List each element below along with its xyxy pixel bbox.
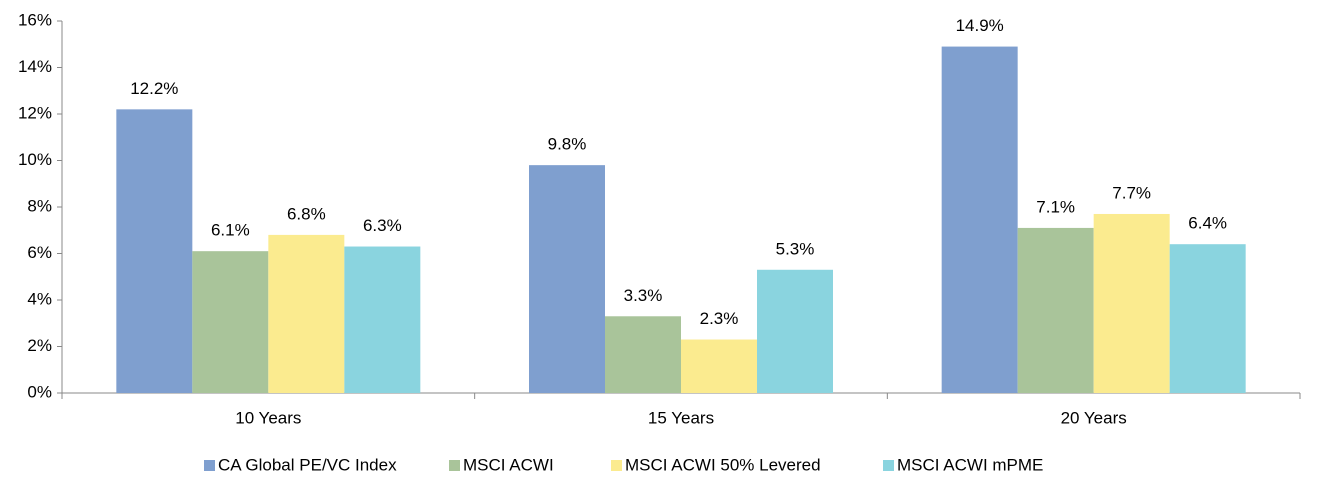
value-label: 6.1% (211, 221, 250, 240)
legend-swatch (883, 460, 894, 471)
bar (344, 246, 421, 393)
value-label: 5.3% (776, 239, 815, 258)
value-label: 7.7% (1112, 183, 1151, 202)
y-tick-label: 8% (27, 196, 52, 215)
legend-label: MSCI ACWI mPME (897, 455, 1043, 474)
value-label: 6.8% (287, 204, 326, 223)
value-label: 9.8% (548, 135, 587, 154)
legend-swatch (204, 460, 215, 471)
bar (268, 234, 345, 393)
y-tick-label: 12% (18, 103, 52, 122)
value-label: 14.9% (956, 16, 1004, 35)
y-tick-label: 16% (18, 10, 52, 29)
value-label: 12.2% (130, 79, 178, 98)
x-tick-label: 20 Years (1061, 408, 1127, 427)
bar (1017, 227, 1094, 393)
legend-swatch (611, 460, 622, 471)
x-tick-label: 10 Years (235, 408, 301, 427)
legend-label: MSCI ACWI (463, 455, 554, 474)
bar (757, 269, 833, 393)
y-tick-label: 14% (18, 57, 52, 76)
bar (116, 109, 193, 393)
value-label: 2.3% (700, 309, 739, 328)
bar (1093, 213, 1170, 393)
y-tick-label: 10% (18, 150, 52, 169)
x-tick-label: 15 Years (648, 408, 714, 427)
bar (605, 316, 681, 393)
y-tick-label: 4% (27, 289, 52, 308)
bar (529, 165, 605, 393)
value-label: 7.1% (1036, 197, 1075, 216)
value-label: 6.4% (1188, 214, 1227, 233)
bar (681, 339, 757, 393)
value-label: 3.3% (624, 286, 663, 305)
legend-label: CA Global PE/VC Index (218, 455, 397, 474)
y-tick-label: 2% (27, 336, 52, 355)
legend-label: MSCI ACWI 50% Levered (625, 455, 821, 474)
bar (941, 46, 1018, 393)
bar (1169, 244, 1246, 393)
bar (192, 251, 269, 393)
legend-swatch (449, 460, 460, 471)
y-tick-label: 6% (27, 243, 52, 262)
y-tick-label: 0% (27, 382, 52, 401)
value-label: 6.3% (363, 216, 402, 235)
